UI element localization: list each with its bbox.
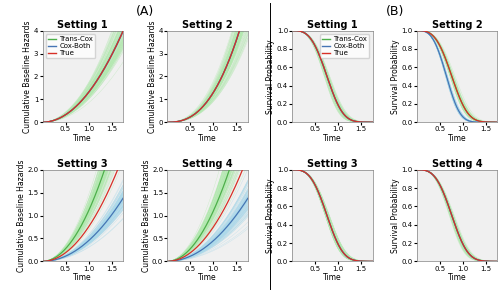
X-axis label: Time: Time bbox=[448, 134, 466, 143]
Title: Setting 2: Setting 2 bbox=[432, 20, 482, 30]
Text: (B): (B) bbox=[386, 4, 404, 18]
X-axis label: Time: Time bbox=[198, 134, 217, 143]
Title: Setting 3: Setting 3 bbox=[307, 159, 358, 169]
X-axis label: Time: Time bbox=[323, 273, 342, 282]
Y-axis label: Survival Probability: Survival Probability bbox=[266, 178, 276, 253]
Y-axis label: Cumulative Baseline Hazards: Cumulative Baseline Hazards bbox=[24, 20, 32, 133]
X-axis label: Time: Time bbox=[198, 273, 217, 282]
Y-axis label: Survival Probability: Survival Probability bbox=[391, 39, 400, 114]
Y-axis label: Cumulative Baseline Hazards: Cumulative Baseline Hazards bbox=[16, 159, 26, 272]
X-axis label: Time: Time bbox=[323, 134, 342, 143]
Y-axis label: Survival Probability: Survival Probability bbox=[391, 178, 400, 253]
Title: Setting 2: Setting 2 bbox=[182, 20, 233, 30]
X-axis label: Time: Time bbox=[74, 273, 92, 282]
Legend: Trans-Cox, Cox-Both, True: Trans-Cox, Cox-Both, True bbox=[320, 34, 369, 58]
Title: Setting 4: Setting 4 bbox=[182, 159, 233, 169]
Title: Setting 4: Setting 4 bbox=[432, 159, 482, 169]
Title: Setting 1: Setting 1 bbox=[58, 20, 108, 30]
X-axis label: Time: Time bbox=[74, 134, 92, 143]
Y-axis label: Cumulative Baseline Hazards: Cumulative Baseline Hazards bbox=[148, 20, 158, 133]
Text: (A): (A) bbox=[136, 4, 154, 18]
Y-axis label: Cumulative Baseline Hazards: Cumulative Baseline Hazards bbox=[142, 159, 150, 272]
X-axis label: Time: Time bbox=[448, 273, 466, 282]
Title: Setting 1: Setting 1 bbox=[307, 20, 358, 30]
Legend: Trans-Cox, Cox-Both, True: Trans-Cox, Cox-Both, True bbox=[46, 34, 95, 58]
Y-axis label: Survival Probability: Survival Probability bbox=[266, 39, 276, 114]
Title: Setting 3: Setting 3 bbox=[58, 159, 108, 169]
